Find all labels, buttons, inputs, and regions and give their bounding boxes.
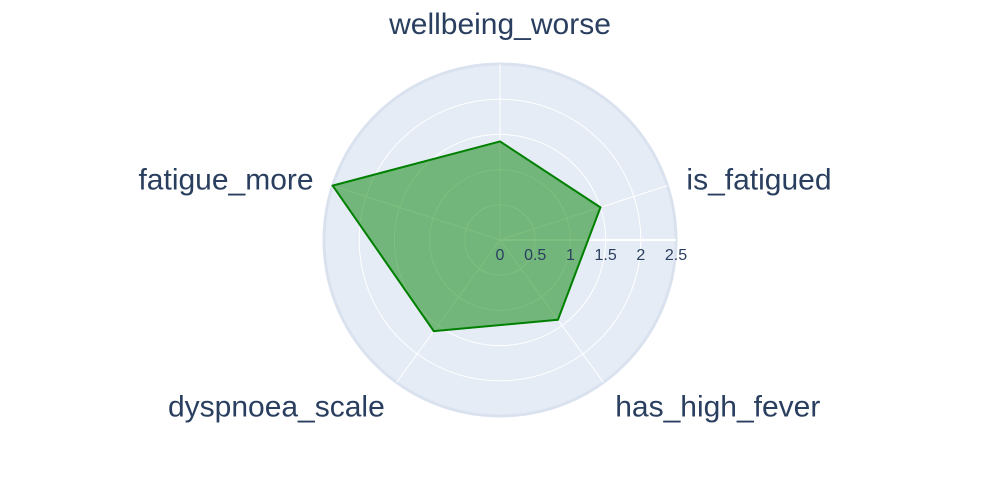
category-label: wellbeing_worse [388,8,611,41]
data-point [499,140,501,143]
category-label: has_high_fever [615,391,820,424]
radial-tick-label: 0 [496,247,505,264]
data-point [599,206,602,209]
radial-tick-label: 1 [566,247,575,264]
data-point [331,184,334,187]
series-area [331,140,602,333]
data-point [556,318,559,321]
category-label: dyspnoea_scale [168,391,385,424]
category-label: fatigue_more [138,163,313,196]
data-point [432,330,435,333]
category-label: is_fatigued [686,163,831,196]
radial-tick-label: 0.5 [524,247,546,264]
radial-tick-labels: 0 0.5 1 1.5 2 2.5 [496,247,688,264]
category-labels: wellbeing_worse is_fatigued has_high_fever… [138,8,831,424]
radial-tick-label: 1.5 [594,247,616,264]
radial-tick-label: 2 [636,247,645,264]
radial-tick-label: 2.5 [665,247,687,264]
